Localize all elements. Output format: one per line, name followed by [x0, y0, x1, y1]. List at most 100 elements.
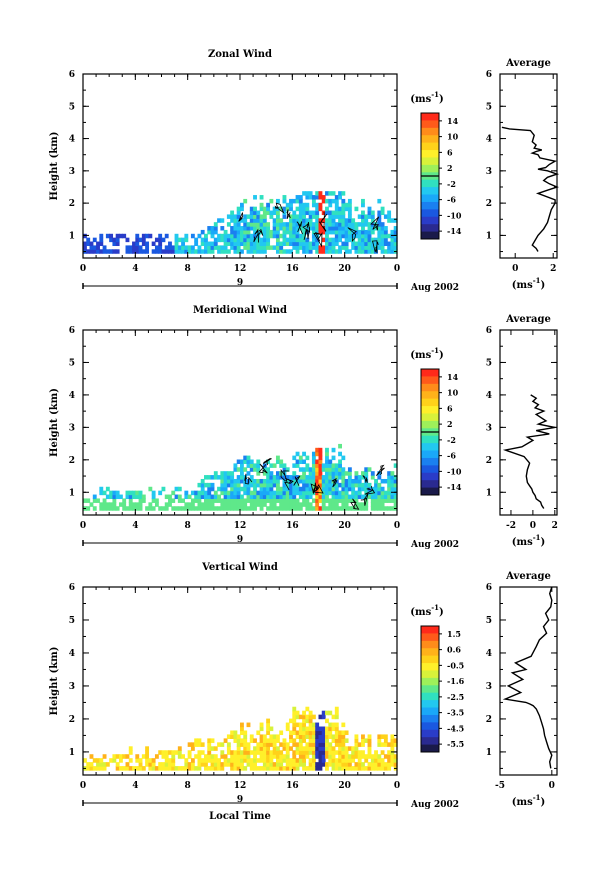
heatmap-cell — [128, 245, 133, 250]
heatmap-cell — [298, 730, 303, 736]
heatmap-cell — [230, 766, 235, 771]
colorbar-label: -2 — [447, 435, 456, 445]
heatmap-cell — [295, 498, 300, 503]
heatmap-cell — [318, 447, 323, 453]
heatmap-cell — [354, 502, 359, 507]
heatmap-cell — [338, 222, 342, 227]
heatmap-cell — [347, 746, 352, 751]
heatmap-cell — [249, 214, 254, 219]
heatmap-cell — [295, 206, 300, 212]
heatmap-cell — [253, 467, 257, 472]
heatmap-cell — [370, 237, 375, 243]
heatmap-cell — [236, 490, 241, 496]
heatmap-cell — [253, 249, 257, 254]
y-tick-label: 6 — [69, 70, 75, 80]
heatmap-cell — [357, 502, 362, 507]
heatmap-cell — [331, 471, 336, 476]
heatmap-cell — [302, 486, 307, 492]
heatmap-cell — [308, 506, 313, 511]
heatmap-cell — [285, 494, 290, 500]
heatmap-cell — [240, 459, 244, 464]
heatmap-cell — [249, 482, 254, 488]
heatmap-cell — [325, 471, 329, 476]
heatmap-cell — [311, 475, 316, 480]
heatmap-cell — [328, 471, 333, 476]
heatmap-cell — [347, 206, 352, 212]
heatmap-cell — [367, 210, 372, 216]
x-tick-label: 8 — [185, 521, 191, 531]
heatmap-cell — [259, 750, 264, 755]
heatmap-cell — [151, 241, 156, 247]
heatmap-cell — [377, 229, 382, 235]
heatmap-cell — [105, 762, 110, 767]
heatmap-cell — [279, 730, 284, 736]
heatmap-cell — [298, 198, 303, 204]
heatmap-cell — [207, 226, 212, 231]
colorbar-label: 14 — [447, 116, 459, 126]
heatmap-cell — [377, 758, 382, 763]
heatmap-cell — [92, 237, 97, 243]
heatmap-cell — [377, 766, 382, 771]
heatmap-cell — [272, 475, 277, 480]
heatmap-cell — [347, 471, 352, 476]
heatmap-cell — [220, 506, 225, 511]
colorbar-label: -10 — [447, 466, 462, 476]
average-frame — [499, 73, 558, 259]
heatmap-cell — [334, 467, 339, 472]
heatmap-cell — [338, 490, 342, 496]
heatmap-cell — [387, 758, 392, 763]
contour-lines — [244, 457, 385, 510]
heatmap-cell — [289, 206, 293, 212]
average-y-tick-label: 5 — [486, 102, 492, 112]
heatmap-cell — [318, 730, 323, 736]
heatmap-cell — [325, 245, 329, 250]
heatmap-cell — [275, 734, 280, 739]
heatmap-cell — [374, 758, 378, 763]
heatmap-cell — [321, 746, 326, 751]
average-y-tick-label: 4 — [486, 135, 492, 145]
heatmap-cell — [311, 742, 316, 747]
heatmap-cell — [367, 734, 372, 739]
heatmap-cell — [118, 502, 123, 507]
heatmap-cell — [354, 229, 359, 235]
heatmap-cell — [109, 506, 114, 511]
heatmap-cell — [197, 233, 202, 239]
heatmap-cell — [158, 490, 163, 496]
heatmap-cell — [226, 506, 231, 511]
heatmap-cell — [338, 467, 342, 472]
heatmap-cell — [331, 455, 336, 461]
heatmap-cell — [325, 766, 329, 771]
y-tick-label: 6 — [69, 583, 75, 593]
colorbar-swatch — [421, 663, 439, 671]
heatmap-cell — [292, 218, 297, 223]
heatmap-cell — [338, 226, 342, 231]
heatmap-cell — [308, 718, 313, 724]
heatmap-cell — [289, 226, 293, 231]
x-tick-label: 4 — [132, 521, 138, 531]
heatmap-cell — [177, 245, 182, 250]
heatmap-cell — [318, 482, 323, 488]
heatmap-cell — [334, 206, 339, 212]
heatmap-cell — [295, 249, 300, 254]
heatmap-cell — [164, 506, 169, 511]
heatmap-cell — [351, 241, 356, 247]
heatmap-cell — [341, 502, 346, 507]
heatmap-cell — [262, 471, 267, 476]
heatmap-cell — [351, 750, 356, 755]
heatmap-cell — [305, 241, 310, 247]
heatmap-cell — [285, 206, 290, 212]
heatmap-cell — [236, 245, 241, 250]
heatmap-cell — [334, 482, 339, 488]
heatmap-cell — [321, 714, 326, 720]
heatmap-cell — [226, 471, 231, 476]
heatmap-cell — [354, 738, 359, 743]
heatmap-cell — [357, 214, 362, 219]
heatmap-cell — [341, 734, 346, 739]
heatmap-cell — [331, 762, 336, 767]
heatmap-cell — [305, 714, 310, 720]
heatmap-cell — [220, 490, 225, 496]
heatmap-cell — [141, 241, 146, 247]
heatmap-cell — [321, 710, 326, 716]
heatmap-cell — [115, 754, 120, 759]
heatmap-cell — [354, 226, 359, 231]
